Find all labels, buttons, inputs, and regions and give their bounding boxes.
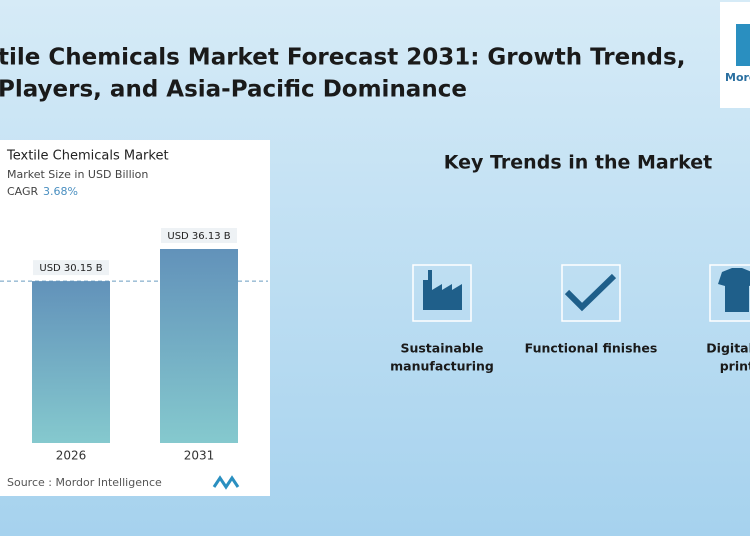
page-title: tile Chemicals Market Forecast 2031: Gro… — [0, 45, 685, 71]
bar — [32, 281, 110, 443]
value-label: USD 36.13 B — [167, 231, 230, 242]
value-label-box — [161, 228, 237, 243]
value-label-box — [33, 260, 109, 276]
cagr-label: CAGR — [7, 185, 39, 198]
trend-label: printi — [720, 359, 750, 374]
trend-icon — [709, 264, 750, 322]
x-tick-label: 2031 — [184, 449, 215, 463]
chart-subtitle: Market Size in USD Billion — [7, 168, 148, 181]
trend-label: manufacturing — [390, 359, 494, 374]
source: Source : Mordor Intelligence — [7, 476, 162, 489]
trend-label: Digital te — [706, 341, 750, 356]
bar — [160, 249, 238, 443]
x-tick-label: 2026 — [56, 449, 87, 463]
source-logo — [212, 475, 240, 490]
trend-icon — [412, 264, 472, 322]
value-label: USD 30.15 B — [39, 263, 102, 274]
trend-label: Functional finishes — [525, 341, 658, 356]
logo-text: Mord — [725, 71, 750, 84]
cagr-value: 3.68% — [43, 185, 78, 198]
logo-icon — [736, 24, 750, 66]
page-title: Players, and Asia-Pacific Dominance — [0, 77, 467, 103]
trend-label: Sustainable — [400, 341, 483, 356]
chart-title: Textile Chemicals Market — [6, 149, 169, 164]
trend-icon — [561, 264, 621, 322]
trends-title: Key Trends in the Market — [444, 152, 712, 174]
